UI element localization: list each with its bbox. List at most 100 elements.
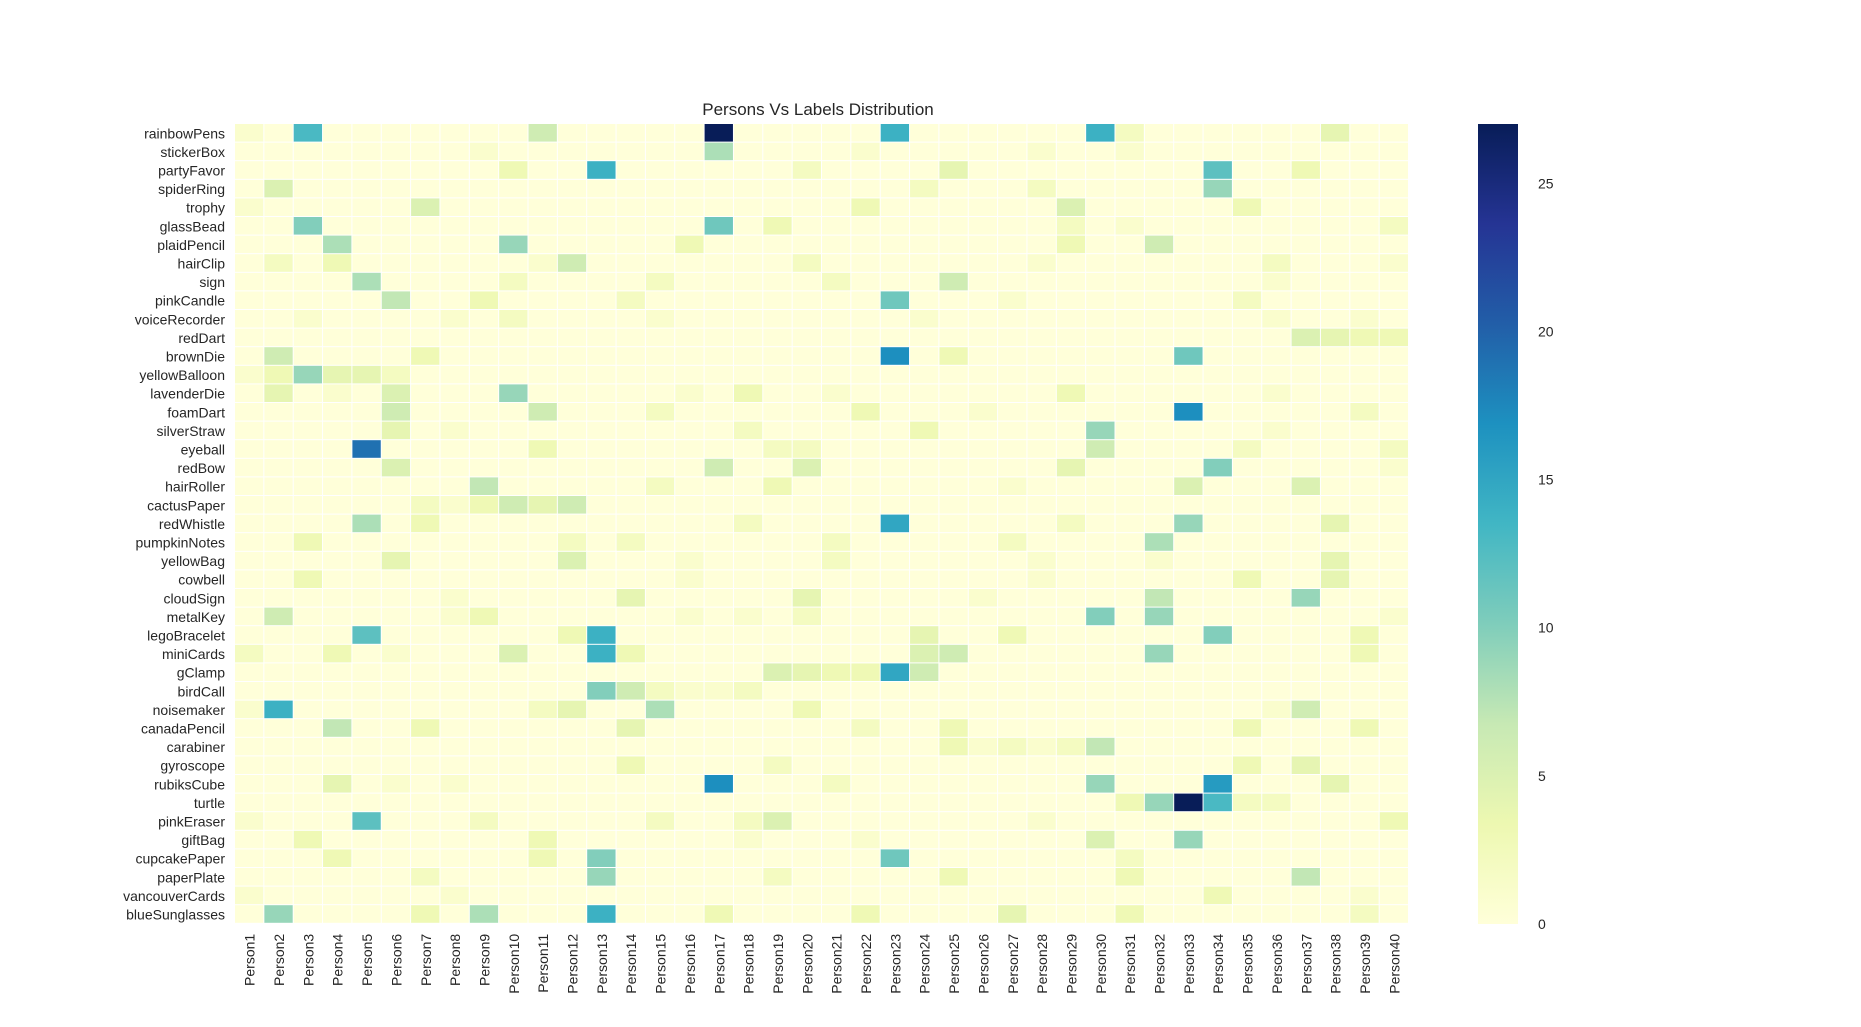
heatmap-cell <box>1320 793 1350 812</box>
heatmap-cell <box>235 310 264 328</box>
heatmap-cell <box>411 328 440 347</box>
heatmap-cell <box>1232 477 1262 495</box>
heatmap-cell <box>880 830 910 849</box>
heatmap-cell <box>293 700 323 719</box>
heatmap-cell <box>645 328 675 347</box>
heatmap-cell <box>264 477 293 495</box>
heatmap-cell <box>1232 849 1262 867</box>
heatmap-cell <box>1350 756 1379 774</box>
heatmap-cell <box>998 440 1027 458</box>
heatmap-cell <box>910 868 939 886</box>
heatmap-cell <box>1115 440 1144 458</box>
heatmap-cell <box>1232 551 1262 570</box>
heatmap-cell <box>587 440 616 458</box>
heatmap-cell <box>323 421 352 440</box>
heatmap-cell <box>1115 347 1144 365</box>
heatmap-cell <box>792 421 821 440</box>
heatmap-cell <box>1086 458 1115 477</box>
heatmap-cell <box>587 570 616 588</box>
heatmap-cell <box>851 626 880 644</box>
heatmap-cell <box>323 496 352 514</box>
heatmap-cell <box>616 533 645 551</box>
heatmap-cell <box>1291 868 1320 886</box>
heatmap-cell <box>499 458 528 477</box>
heatmap-cell <box>792 254 821 272</box>
heatmap-cell <box>1144 291 1174 309</box>
heatmap-cell <box>851 291 880 309</box>
heatmap-cell <box>822 179 851 198</box>
heatmap-cell <box>822 217 851 235</box>
heatmap-cell <box>235 496 264 514</box>
heatmap-cell <box>293 514 323 533</box>
heatmap-cell <box>822 626 851 644</box>
y-tick-label: metalKey <box>167 609 225 625</box>
heatmap-cell <box>998 589 1027 607</box>
heatmap-cell <box>910 347 939 365</box>
heatmap-cell <box>1320 142 1350 161</box>
heatmap-cell <box>1144 886 1174 905</box>
heatmap-cell <box>733 775 763 793</box>
heatmap-cell <box>557 124 587 142</box>
heatmap-cell <box>704 365 733 384</box>
heatmap-cell <box>528 719 557 737</box>
heatmap-cell <box>704 458 733 477</box>
heatmap-cell <box>323 589 352 607</box>
heatmap-cell <box>528 254 557 272</box>
heatmap-cell <box>1379 551 1408 570</box>
heatmap-cell <box>645 291 675 309</box>
heatmap-cell <box>1174 328 1203 347</box>
heatmap-cell <box>1115 644 1144 663</box>
heatmap-cell <box>587 310 616 328</box>
heatmap-cell <box>645 868 675 886</box>
heatmap-cell <box>1086 533 1115 551</box>
heatmap-cell <box>264 161 293 179</box>
heatmap-cell <box>440 793 469 812</box>
heatmap-cell <box>910 384 939 402</box>
heatmap-cell <box>411 142 440 161</box>
heatmap-cell <box>792 440 821 458</box>
heatmap-cell <box>792 905 821 923</box>
heatmap-cell <box>1203 161 1232 179</box>
heatmap-cell <box>910 458 939 477</box>
y-tick-label: noisemaker <box>153 702 226 718</box>
y-tick-label: hairRoller <box>165 479 225 495</box>
heatmap-cell <box>323 179 352 198</box>
heatmap-cell <box>1086 142 1115 161</box>
heatmap-cell <box>587 458 616 477</box>
heatmap-cell <box>851 607 880 626</box>
heatmap-cell <box>1379 440 1408 458</box>
heatmap-cell <box>1056 793 1086 812</box>
heatmap-cell <box>1232 198 1262 216</box>
heatmap-cell <box>1262 589 1291 607</box>
heatmap-cell <box>616 272 645 291</box>
heatmap-cell <box>792 849 821 867</box>
heatmap-cell <box>1350 775 1379 793</box>
heatmap-cell <box>323 477 352 495</box>
heatmap-cell <box>1262 179 1291 198</box>
heatmap-cell <box>381 161 411 179</box>
heatmap-cell <box>998 254 1027 272</box>
heatmap-cell <box>499 365 528 384</box>
heatmap-cell <box>235 403 264 421</box>
heatmap-cell <box>675 626 704 644</box>
heatmap-cell <box>675 384 704 402</box>
heatmap-cell <box>587 328 616 347</box>
heatmap-cell <box>1086 272 1115 291</box>
heatmap-cell <box>1203 700 1232 719</box>
heatmap-cell <box>1320 737 1350 756</box>
heatmap-cell <box>1203 365 1232 384</box>
heatmap-cell <box>675 756 704 774</box>
heatmap-cell <box>235 272 264 291</box>
heatmap-cell <box>1203 533 1232 551</box>
heatmap-cell <box>323 719 352 737</box>
heatmap-cell <box>616 179 645 198</box>
heatmap-cell <box>763 272 792 291</box>
heatmap-cell <box>1320 384 1350 402</box>
heatmap-cell <box>469 477 499 495</box>
heatmap-cell <box>411 310 440 328</box>
heatmap-cell <box>1027 328 1056 347</box>
heatmap-cell <box>352 868 381 886</box>
heatmap-cell <box>1379 514 1408 533</box>
heatmap-cell <box>323 626 352 644</box>
heatmap-cell <box>469 737 499 756</box>
